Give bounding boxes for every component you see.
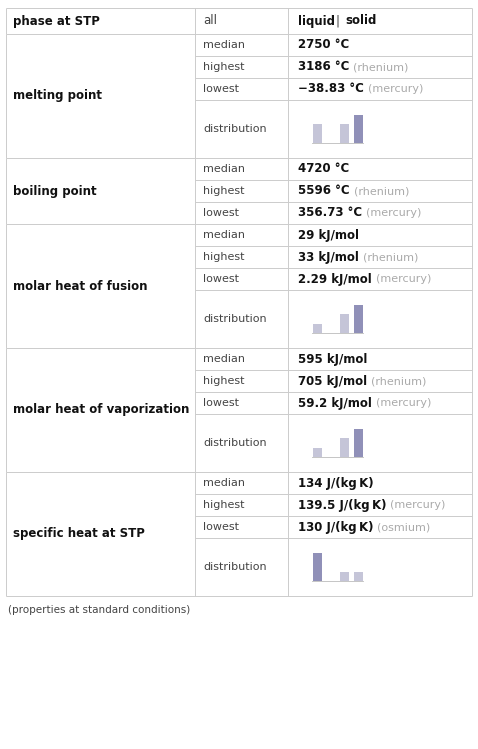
- Text: solid: solid: [345, 14, 376, 28]
- Text: highest: highest: [203, 62, 245, 72]
- Text: lowest: lowest: [203, 522, 239, 532]
- Bar: [354, 429, 363, 457]
- Text: highest: highest: [203, 376, 245, 386]
- Bar: [354, 115, 363, 143]
- Text: (mercury): (mercury): [391, 500, 446, 510]
- Text: lowest: lowest: [203, 274, 239, 284]
- Text: melting point: melting point: [13, 89, 102, 103]
- Text: all: all: [203, 14, 217, 28]
- Text: 2750 °C: 2750 °C: [298, 38, 349, 52]
- Text: (mercury): (mercury): [368, 84, 423, 94]
- Text: highest: highest: [203, 500, 245, 510]
- Bar: [340, 315, 349, 333]
- Text: −38.83 °C: −38.83 °C: [298, 82, 364, 96]
- Text: specific heat at STP: specific heat at STP: [13, 527, 145, 541]
- Text: 3186 °C: 3186 °C: [298, 61, 349, 73]
- Text: median: median: [203, 164, 245, 174]
- Text: highest: highest: [203, 252, 245, 262]
- Text: median: median: [203, 478, 245, 488]
- Text: 139.5 J/(kg K): 139.5 J/(kg K): [298, 499, 387, 512]
- Text: 595 kJ/mol: 595 kJ/mol: [298, 353, 368, 366]
- Bar: [313, 124, 322, 143]
- Bar: [340, 571, 349, 581]
- Text: 59.2 kJ/mol: 59.2 kJ/mol: [298, 396, 372, 410]
- Text: 2.29 kJ/mol: 2.29 kJ/mol: [298, 273, 372, 285]
- Text: lowest: lowest: [203, 398, 239, 408]
- Text: median: median: [203, 40, 245, 50]
- Text: distribution: distribution: [203, 124, 267, 134]
- Text: distribution: distribution: [203, 314, 267, 324]
- Text: distribution: distribution: [203, 562, 267, 572]
- Text: 705 kJ/mol: 705 kJ/mol: [298, 374, 367, 387]
- Text: (rhenium): (rhenium): [363, 252, 418, 262]
- Text: phase at STP: phase at STP: [13, 14, 100, 28]
- Text: 29 kJ/mol: 29 kJ/mol: [298, 228, 359, 241]
- Bar: [354, 305, 363, 333]
- Text: (properties at standard conditions): (properties at standard conditions): [8, 605, 190, 615]
- Text: (rhenium): (rhenium): [371, 376, 426, 386]
- Text: lowest: lowest: [203, 84, 239, 94]
- Text: highest: highest: [203, 186, 245, 196]
- Text: median: median: [203, 354, 245, 364]
- Text: liquid: liquid: [298, 14, 335, 28]
- Text: 356.73 °C: 356.73 °C: [298, 207, 362, 219]
- Text: molar heat of vaporization: molar heat of vaporization: [13, 404, 189, 416]
- Bar: [313, 448, 322, 457]
- Text: 134 J/(kg K): 134 J/(kg K): [298, 476, 374, 490]
- Text: (mercury): (mercury): [376, 398, 431, 408]
- Bar: [340, 124, 349, 143]
- Text: (rhenium): (rhenium): [354, 186, 409, 196]
- Text: lowest: lowest: [203, 208, 239, 218]
- Text: boiling point: boiling point: [13, 184, 97, 198]
- Bar: [354, 571, 363, 581]
- Text: 4720 °C: 4720 °C: [298, 163, 349, 175]
- Text: molar heat of fusion: molar heat of fusion: [13, 279, 148, 293]
- Text: median: median: [203, 230, 245, 240]
- Bar: [313, 324, 322, 333]
- Text: 130 J/(kg K): 130 J/(kg K): [298, 521, 373, 533]
- Bar: [340, 438, 349, 457]
- Text: (mercury): (mercury): [376, 274, 431, 284]
- Text: (rhenium): (rhenium): [353, 62, 409, 72]
- Text: (osmium): (osmium): [378, 522, 431, 532]
- Text: distribution: distribution: [203, 438, 267, 448]
- Text: 5596 °C: 5596 °C: [298, 184, 349, 198]
- Text: (mercury): (mercury): [366, 208, 422, 218]
- Text: 33 kJ/mol: 33 kJ/mol: [298, 250, 359, 264]
- Bar: [313, 553, 322, 581]
- Text: |: |: [336, 14, 340, 28]
